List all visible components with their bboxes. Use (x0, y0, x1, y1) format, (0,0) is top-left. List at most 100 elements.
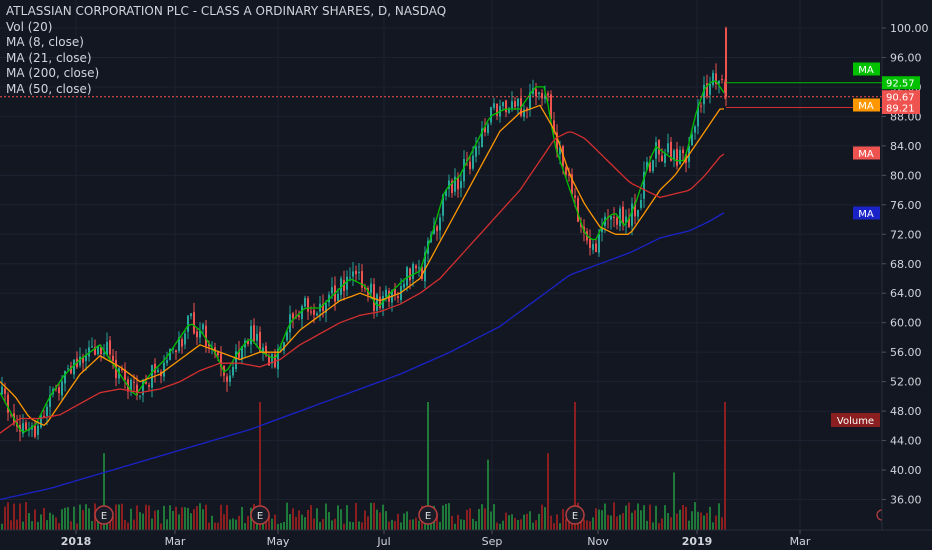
volume-bar (688, 520, 690, 530)
ma-tag[interactable]: MA (858, 65, 874, 76)
price-label[interactable]: 90.67 (886, 93, 915, 104)
volume-bar (547, 453, 549, 530)
volume-bar (64, 507, 66, 530)
volume-bar (649, 504, 651, 530)
candle-body (106, 342, 108, 355)
volume-tag[interactable]: Volume (837, 416, 874, 427)
candle-body (373, 284, 375, 312)
candle-body (565, 167, 567, 175)
volume-bar (154, 510, 156, 530)
candle-body (148, 385, 150, 387)
volume-bar (238, 515, 240, 530)
volume-bar (91, 520, 93, 530)
volume-bar (409, 519, 411, 530)
legend-volume[interactable]: Vol (20) (6, 19, 53, 34)
volume-bar (574, 402, 576, 530)
x-tick-label: 2018 (61, 535, 92, 548)
earnings-marker[interactable]: E (94, 505, 114, 525)
candle-body (136, 384, 138, 395)
volume-bar (397, 513, 399, 530)
candle-body (523, 109, 525, 117)
candle-body (439, 217, 441, 231)
candle-body (190, 313, 192, 316)
volume-bar (220, 504, 222, 530)
volume-bar (217, 522, 219, 530)
time-axis[interactable] (0, 530, 932, 550)
candle-body (301, 306, 303, 319)
volume-bar (118, 504, 120, 530)
volume-bar (595, 508, 597, 530)
candle-body (121, 368, 123, 371)
candle-body (202, 324, 204, 330)
volume-bar (259, 402, 261, 530)
legend-ma8[interactable]: MA (8, close) (6, 35, 84, 49)
candle-body (139, 395, 141, 397)
y-tick-label: 44.00 (890, 435, 922, 448)
x-tick-label: Jul (376, 535, 390, 548)
ma-tag[interactable]: MA (858, 209, 874, 220)
price-label[interactable]: 89.21 (886, 103, 915, 114)
volume-bar (535, 520, 537, 530)
candle-body (70, 366, 72, 374)
volume-bar (598, 509, 600, 530)
volume-bar (193, 509, 195, 530)
candle-body (655, 142, 657, 159)
legend-ma21[interactable]: MA (21, close) (6, 50, 92, 65)
volume-bar (451, 515, 453, 530)
y-tick-label: 76.00 (890, 199, 922, 212)
candle-body (460, 181, 462, 188)
candle-body (61, 381, 63, 396)
volume-bar (370, 502, 372, 530)
volume-bar (250, 507, 252, 530)
legend-ma50[interactable]: MA (50, close) (6, 81, 92, 96)
candle-body (178, 337, 180, 352)
volume-bar (352, 522, 354, 530)
ma8-line (0, 80, 725, 433)
earnings-marker[interactable]: E (250, 505, 270, 525)
legend-title[interactable]: ATLASSIAN CORPORATION PLC - CLASS A ORDI… (6, 4, 447, 18)
volume-bar (520, 519, 522, 530)
candle-body (454, 176, 456, 192)
candle-body (568, 174, 570, 176)
volume-bar (562, 508, 564, 530)
candle-body (457, 176, 459, 190)
candle-body (349, 277, 351, 279)
volume-bar (7, 502, 9, 530)
volume-bar (469, 508, 471, 530)
earnings-marker[interactable]: E (418, 505, 438, 525)
volume-bar (292, 508, 294, 530)
volume-bar (613, 502, 615, 530)
price-label-bg (882, 90, 920, 104)
volume-bar (496, 522, 498, 530)
volume-bar (136, 505, 138, 530)
volume-bar (175, 506, 177, 530)
y-tick-label: 80.00 (890, 169, 922, 182)
volume-bar (394, 521, 396, 530)
volume-bar (712, 522, 714, 530)
candle-body (658, 140, 660, 155)
volume-bar (304, 517, 306, 530)
candle-body (337, 293, 339, 301)
candle-body (712, 72, 714, 86)
volume-bar (556, 514, 558, 530)
ma-tag[interactable]: MA (858, 149, 874, 160)
legend-ma200[interactable]: MA (200, close) (6, 66, 100, 80)
volume-bar (526, 513, 528, 530)
price-label[interactable]: 92.57 (886, 79, 915, 90)
volume-bar (502, 520, 504, 530)
earnings-marker[interactable]: E (565, 505, 585, 525)
volume-bar (490, 511, 492, 530)
volume-bar (568, 515, 570, 530)
candle-body (142, 380, 144, 395)
volume-bar (325, 503, 327, 530)
volume-bar (550, 515, 552, 530)
candle-body (310, 311, 312, 313)
price-label-bg (882, 100, 920, 114)
volume-bar (505, 512, 507, 530)
candle-body (676, 148, 678, 166)
candle-body (109, 340, 111, 355)
ma-tag[interactable]: MA (858, 101, 874, 112)
moving-averages (0, 80, 725, 501)
